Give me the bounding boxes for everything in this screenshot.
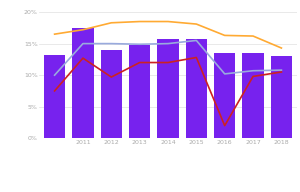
Bar [186,39,207,138]
Bar [72,28,94,138]
Bar [242,53,264,138]
Bar [271,56,292,138]
Bar [158,39,178,138]
Bar [129,45,150,138]
Bar [214,53,235,138]
Bar [44,55,65,138]
Bar [101,50,122,138]
